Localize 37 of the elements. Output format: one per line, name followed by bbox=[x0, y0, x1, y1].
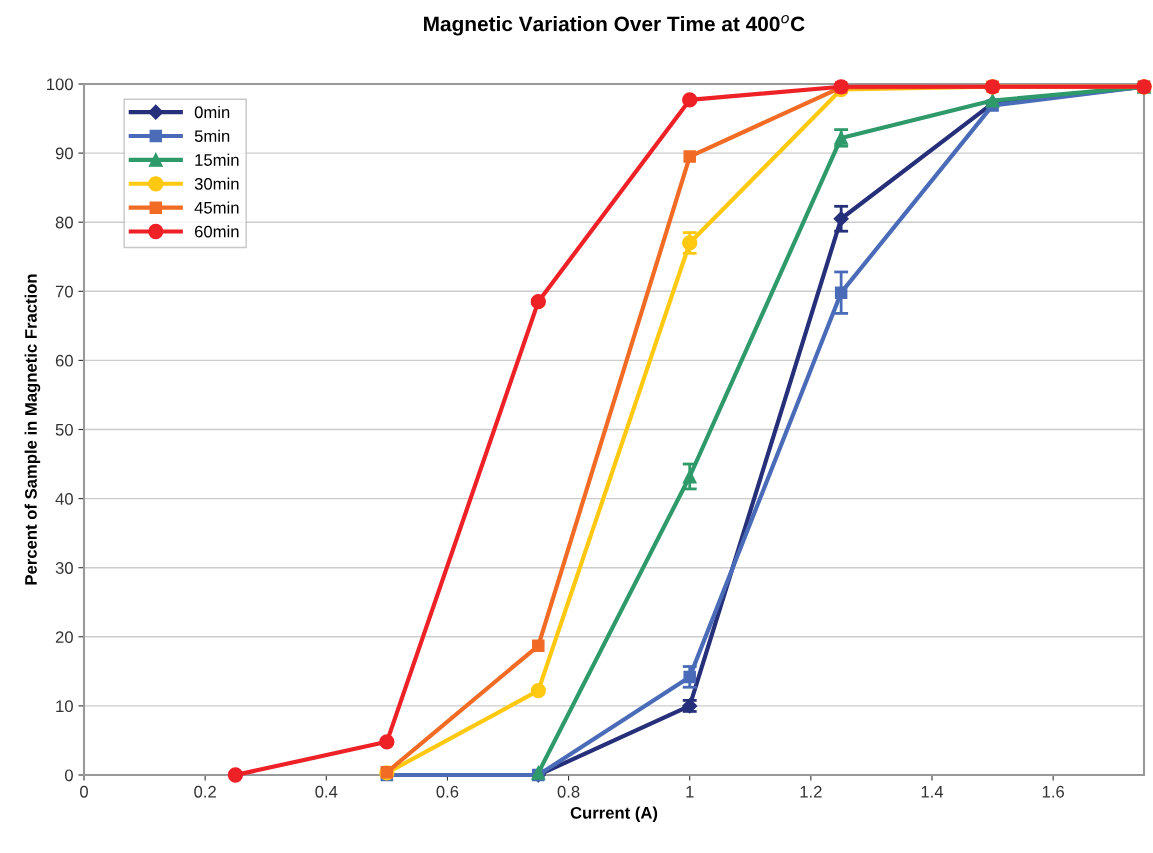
y-tick-label: 100 bbox=[47, 78, 73, 91]
legend-label: 5min bbox=[194, 129, 230, 143]
y-tick-label: 50 bbox=[55, 423, 73, 436]
y-tick-label: 10 bbox=[56, 700, 73, 713]
x-tick-label: 0 bbox=[80, 785, 88, 798]
y-tick-label: 0 bbox=[64, 769, 73, 782]
legend-label: 30min bbox=[194, 177, 239, 190]
point bbox=[530, 294, 546, 310]
point bbox=[379, 734, 395, 750]
y-tick-label: 70 bbox=[55, 285, 73, 298]
chart-title: Magnetic Variation Over Time at 400$^{o}$C bbox=[424, 14, 805, 36]
legend-label: 60min bbox=[194, 225, 239, 238]
point bbox=[532, 639, 545, 653]
legend-label: 15min bbox=[195, 153, 239, 166]
point bbox=[530, 683, 546, 699]
x-tick-label: 1.2 bbox=[800, 785, 822, 798]
x-tick-label: 0.8 bbox=[557, 785, 580, 798]
point bbox=[682, 92, 698, 108]
x-axis-title: Current (A) bbox=[570, 806, 658, 823]
y-tick-label: 40 bbox=[55, 493, 73, 505]
y-tick-label: 20 bbox=[55, 631, 73, 643]
x-tick-label: 0.6 bbox=[436, 785, 459, 798]
x-tick-label: 1 bbox=[686, 786, 694, 798]
y-tick-label: 90 bbox=[55, 147, 73, 160]
y-tick-label: 30 bbox=[55, 562, 73, 574]
y-tick-label: 60 bbox=[55, 354, 73, 367]
y-tick-label: 80 bbox=[55, 216, 73, 229]
legend-label: 45min bbox=[194, 201, 239, 214]
y-axis-title: Percent of Sample in Magnetic Fraction bbox=[24, 274, 41, 585]
x-tick-label: 1.6 bbox=[1042, 785, 1064, 798]
point bbox=[683, 150, 696, 163]
x-tick-label: 0.4 bbox=[315, 785, 338, 798]
point bbox=[227, 767, 244, 783]
point bbox=[985, 93, 1000, 108]
x-tick-label: 1.4 bbox=[921, 786, 944, 798]
x-tick-label: 0.2 bbox=[194, 785, 216, 798]
legend-label: 0min bbox=[194, 105, 230, 119]
